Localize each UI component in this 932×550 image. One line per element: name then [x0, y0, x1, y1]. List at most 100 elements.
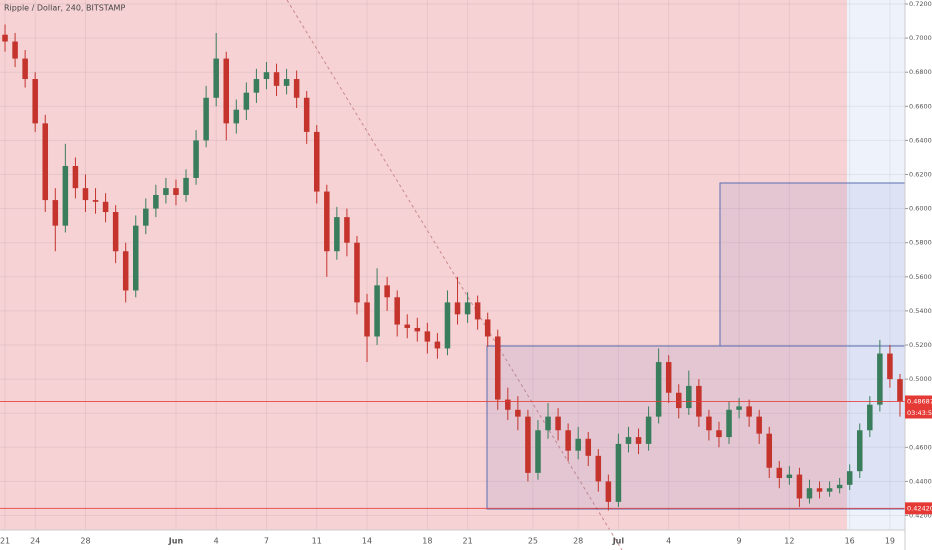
candle-body: [364, 302, 370, 337]
candle-body: [525, 416, 531, 473]
candle-body: [545, 416, 551, 431]
x-tick-label: 21: [0, 537, 10, 546]
candle-body: [313, 131, 320, 192]
candle-body: [635, 437, 642, 444]
candle-body: [836, 484, 843, 489]
candle-body: [675, 392, 682, 409]
x-tick-label: Jun: [168, 537, 184, 546]
candle-body: [253, 79, 260, 93]
candle-body: [686, 385, 692, 409]
x-tick-label: 4: [214, 537, 219, 546]
candle-body: [354, 242, 360, 303]
x-tick-label: 24: [30, 537, 40, 546]
candle-body: [374, 285, 380, 337]
candle-body: [384, 285, 390, 298]
candle-body: [766, 433, 773, 468]
chart-title: Ripple / Dollar, 240, BITSTAMP: [4, 4, 125, 13]
candle-body: [92, 200, 99, 202]
candle-body: [846, 471, 853, 485]
candle-body: [746, 406, 752, 417]
x-tick-label: 16: [845, 537, 855, 546]
candle-body: [193, 140, 199, 178]
candle-body: [665, 362, 672, 393]
candle-body: [303, 97, 310, 132]
candle-body: [324, 191, 330, 252]
candle-body: [12, 41, 18, 59]
x-tick-label: 7: [264, 537, 269, 546]
candle-body: [786, 474, 793, 478]
candle-body: [716, 430, 722, 438]
candle-body: [173, 188, 179, 195]
candle-body: [625, 437, 632, 444]
candle-body: [796, 474, 803, 499]
candle-body: [42, 123, 49, 201]
countdown: 03:43:51: [907, 409, 932, 417]
price-lines: [0, 400, 905, 509]
candle-body: [223, 58, 230, 124]
candle-body: [655, 362, 662, 417]
price-axis: [905, 0, 932, 550]
candle-body: [62, 165, 69, 226]
x-tick-label: 18: [422, 537, 432, 546]
candle-body: [736, 406, 742, 410]
candle-body: [163, 188, 169, 195]
target-box: [719, 182, 906, 347]
x-tick-label: 28: [80, 537, 90, 546]
future-background: [847, 0, 905, 530]
candle-body: [826, 488, 833, 492]
candle-body: [887, 353, 893, 380]
candle-body: [334, 217, 340, 252]
candle-body: [52, 200, 59, 226]
candle-body: [505, 399, 511, 410]
x-tick-label: 21: [462, 537, 472, 546]
candle-body: [283, 79, 290, 86]
candle-body: [856, 430, 863, 472]
x-tick-label: 19: [885, 537, 895, 546]
candle-body: [213, 58, 219, 98]
candle-body: [102, 201, 109, 213]
candle-body: [515, 409, 521, 417]
candle-body: [605, 481, 612, 502]
candle-body: [897, 379, 903, 402]
candle-body: [464, 302, 471, 315]
x-tick-label: 28: [573, 537, 583, 546]
candle-body: [112, 212, 119, 252]
candle-body: [565, 430, 571, 451]
candle-body: [203, 97, 209, 141]
price-label: 0.42420: [907, 504, 932, 512]
candle-body: [726, 409, 732, 438]
session-background: [0, 0, 847, 530]
candle-body: [82, 188, 89, 201]
candle-body: [585, 438, 592, 456]
candle-body: [233, 109, 240, 124]
price-label: 0.48687: [907, 397, 932, 405]
candle-body: [153, 194, 159, 209]
candle-body: [706, 416, 712, 431]
candle-body: [394, 297, 400, 325]
candle-body: [575, 438, 581, 451]
candle-body: [615, 443, 622, 502]
candle-body: [344, 217, 350, 243]
candle-body: [132, 225, 139, 291]
candle-body: [555, 416, 561, 431]
candle-body: [877, 353, 883, 405]
candle-body: [867, 404, 873, 431]
candle-body: [494, 336, 501, 400]
candle-body: [243, 92, 250, 110]
candle-body: [143, 208, 149, 226]
candle-body: [595, 455, 602, 482]
candle-body: [293, 79, 300, 98]
candle-body: [806, 488, 813, 499]
candle-body: [273, 72, 280, 86]
countdown-box: [905, 407, 932, 419]
candle-body: [645, 416, 652, 444]
